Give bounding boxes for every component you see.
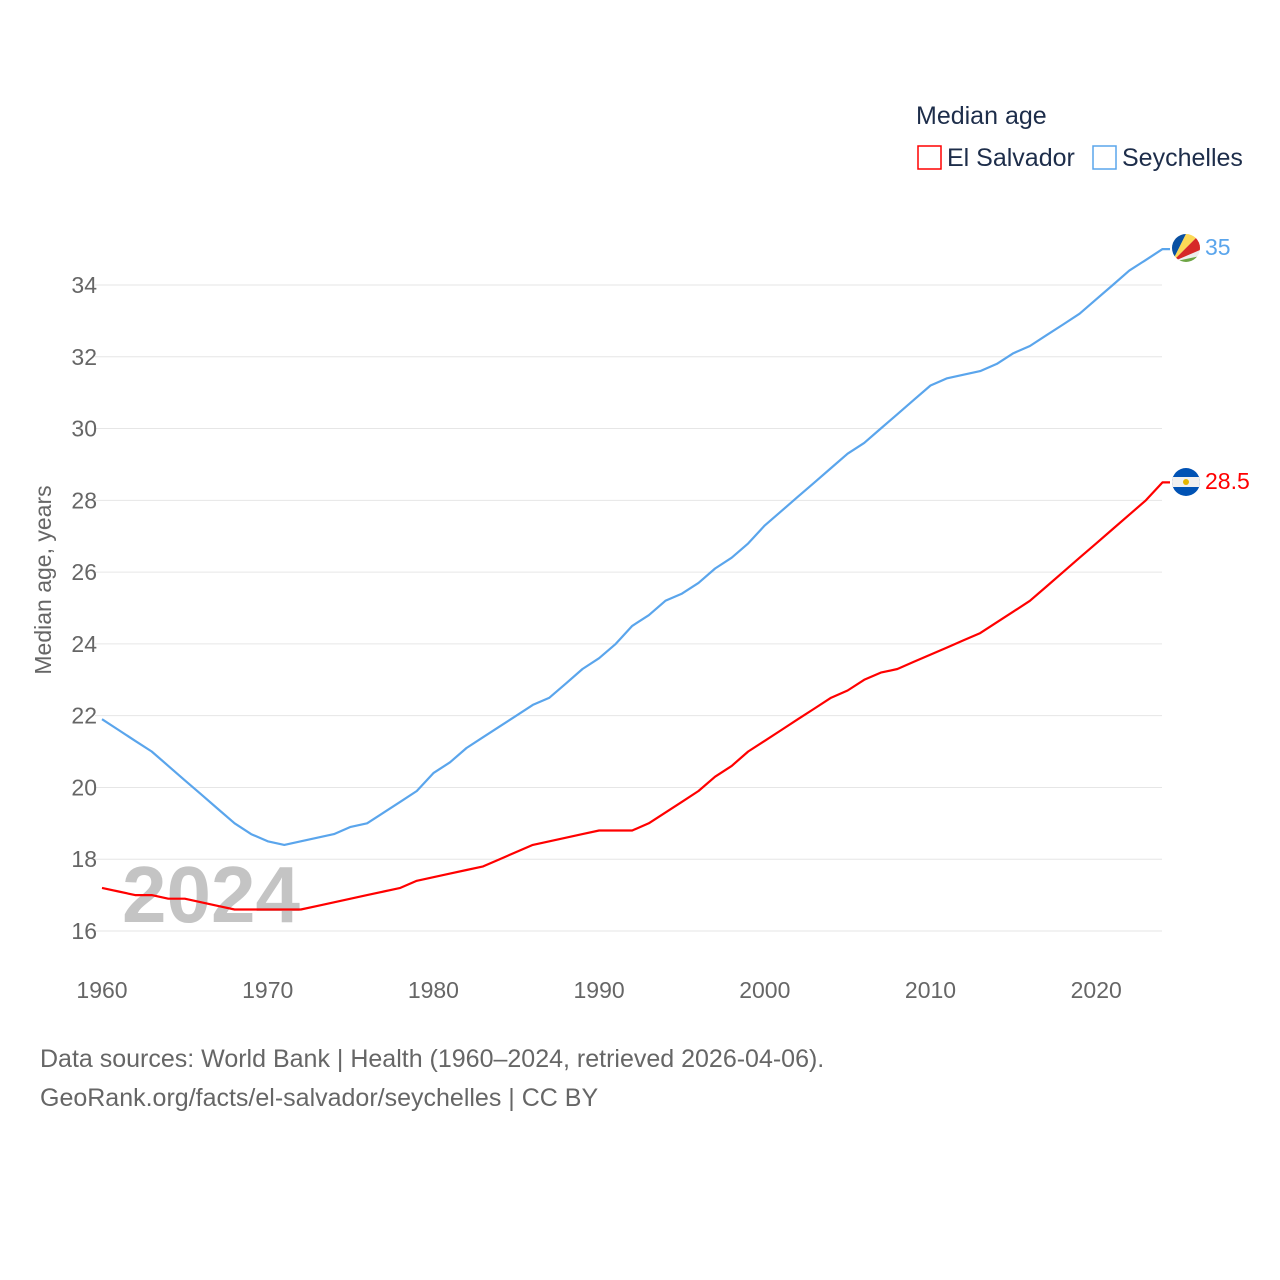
x-tick-label: 2000 [739, 977, 790, 1003]
x-tick-label: 1970 [242, 977, 293, 1003]
y-tick-label: 16 [71, 918, 97, 944]
legend-item-seychelles[interactable]: Seychelles [1092, 144, 1243, 172]
seychelles-flag-icon [1172, 234, 1200, 262]
legend-item-el-salvador[interactable]: El Salvador [917, 144, 1075, 172]
series-line-seychelles [101, 248, 1170, 847]
end-label-seychelles: 35 [1205, 234, 1231, 260]
x-tick-label: 1960 [76, 977, 127, 1003]
legend-swatch-el-salvador [917, 145, 942, 170]
legend-label-el-salvador: El Salvador [947, 144, 1075, 172]
y-tick-label: 28 [71, 487, 97, 513]
y-tick-label: 18 [71, 846, 97, 872]
footer-sources: Data sources: World Bank | Health (1960–… [40, 1045, 825, 1073]
legend-swatch-seychelles [1092, 145, 1117, 170]
y-axis-ticks: 16 18 20 22 24 26 28 30 32 34 [71, 272, 97, 944]
x-axis-ticks: 1960 1970 1980 1990 2000 2010 2020 [76, 977, 1121, 1003]
x-tick-label: 1990 [574, 977, 625, 1003]
y-tick-label: 22 [71, 703, 97, 729]
legend-label-seychelles: Seychelles [1122, 144, 1243, 172]
x-tick-label: 1980 [408, 977, 459, 1003]
y-tick-label: 34 [71, 272, 97, 298]
legend-title: Median age [916, 102, 1047, 130]
series-lines [101, 248, 1170, 911]
y-tick-label: 26 [71, 559, 97, 585]
footer-attribution[interactable]: GeoRank.org/facts/el-salvador/seychelles… [40, 1084, 599, 1112]
y-tick-label: 24 [71, 631, 97, 657]
series-line-el-salvador [101, 481, 1170, 911]
y-tick-label: 32 [71, 344, 97, 370]
y-tick-label: 30 [71, 416, 97, 442]
end-label-el-salvador: 28.5 [1205, 468, 1250, 494]
x-tick-label: 2020 [1071, 977, 1122, 1003]
y-tick-label: 20 [71, 774, 97, 800]
y-axis-label: Median age, years [30, 485, 56, 674]
el-salvador-flag-icon [1172, 468, 1200, 496]
gridlines [95, 284, 1162, 932]
x-tick-label: 2010 [905, 977, 956, 1003]
